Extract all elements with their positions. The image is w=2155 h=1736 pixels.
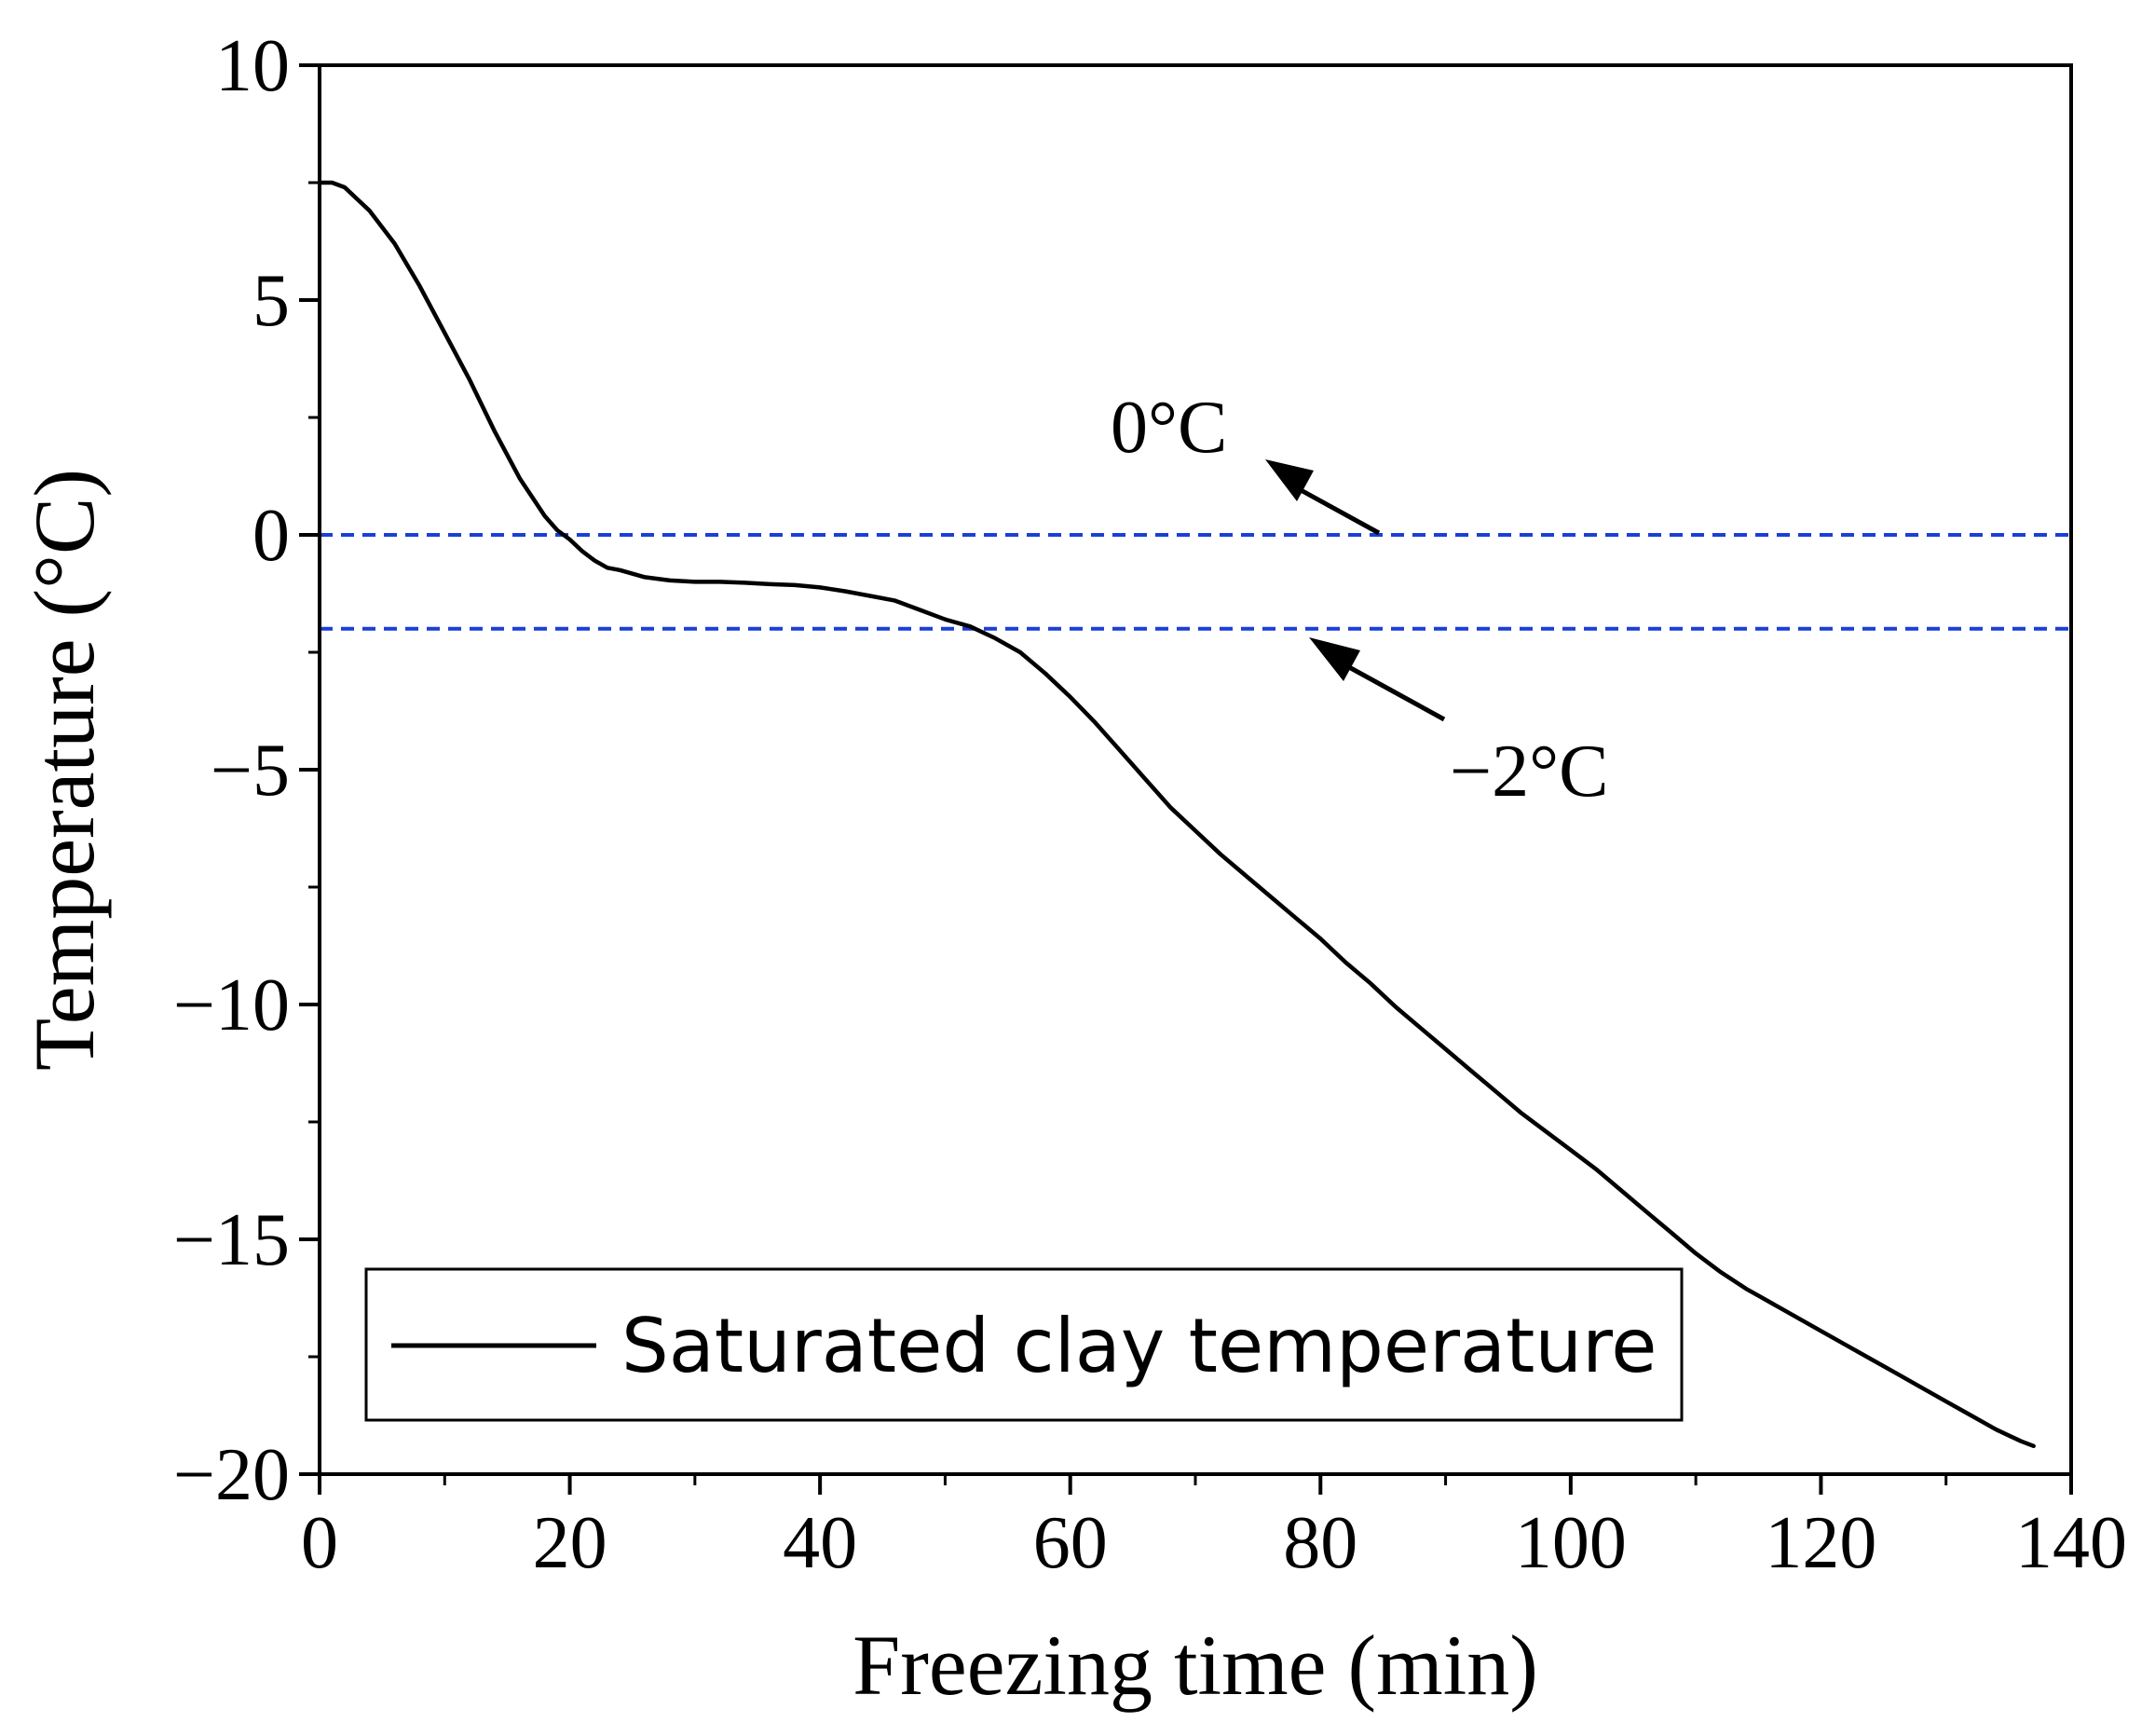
y-tick-label: −15 [173, 1199, 290, 1281]
annotation-minus-two-label: −2°C [1450, 731, 1608, 813]
y-tick-label: −10 [173, 964, 290, 1046]
series-line-0 [317, 180, 2036, 1449]
y-tick-label: −20 [173, 1434, 290, 1516]
annotation-minus-two-arrowhead [1309, 637, 1360, 681]
series-layer [317, 180, 2036, 1449]
axis-ticks: 0 20 40 60 80 100 120 140 10 5 0 −5 −10 −15 −20 [173, 25, 2127, 1584]
annotation-zero-label: 0°C [1111, 387, 1227, 469]
y-axis-title: Temperature (°C) [17, 469, 112, 1071]
y-tick-label: 0 [252, 495, 290, 577]
y-tick-label: 5 [252, 260, 290, 342]
x-tick-label: 140 [2015, 1502, 2127, 1584]
legend: Saturated clay temperature [364, 1267, 1684, 1422]
x-tick-label: 40 [783, 1502, 857, 1584]
x-tick-label: 0 [301, 1502, 338, 1584]
y-tick-label: −5 [211, 730, 290, 812]
annotation-zero-arrowhead [1265, 459, 1314, 501]
x-tick-label: 60 [1033, 1502, 1108, 1584]
annotations: 0°C −2°C [1111, 387, 1608, 813]
x-tick-label: 120 [1765, 1502, 1876, 1584]
reference-lines [320, 533, 2071, 631]
x-tick-label: 100 [1515, 1502, 1627, 1584]
y-tick-label: 10 [215, 25, 290, 107]
x-axis-title: Freezing time (min) [852, 1618, 1538, 1713]
legend-label: Saturated clay temperature [621, 1303, 1657, 1389]
x-tick-label: 20 [533, 1502, 607, 1584]
x-tick-label: 80 [1283, 1502, 1357, 1584]
plot-frame [318, 63, 2073, 1476]
